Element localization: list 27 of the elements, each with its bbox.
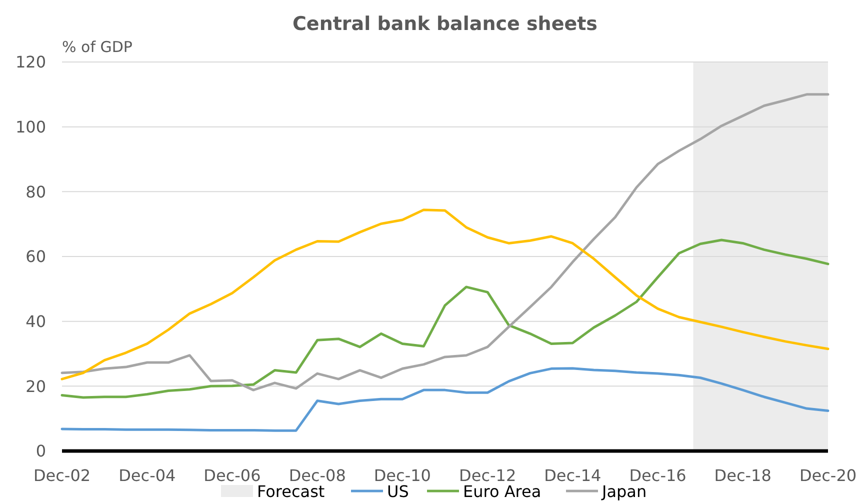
y-tick-label: 120 — [15, 52, 46, 72]
y-tick-label: 60 — [26, 247, 46, 266]
legend-label: Euro Area — [463, 482, 542, 501]
line-series — [60, 208, 830, 380]
y-tick-label: 20 — [26, 376, 46, 396]
legend-label: US — [387, 482, 409, 501]
x-tick-label: Dec-10 — [374, 466, 431, 485]
chart-title: Central bank balance sheets — [292, 13, 598, 35]
line-series — [60, 238, 830, 399]
x-tick-label: Dec-02 — [33, 466, 91, 485]
y-tick-label: 0 — [36, 442, 46, 461]
line-series — [60, 367, 830, 432]
line-series — [60, 93, 830, 392]
x-tick-label: Dec-16 — [629, 466, 686, 485]
x-tick-label: Dec-06 — [204, 466, 261, 485]
x-tick-label: Dec-20 — [799, 466, 856, 485]
legend-label: Forecast — [257, 482, 325, 501]
x-tick-label: Dec-04 — [118, 466, 176, 485]
y-tick-label: 80 — [26, 182, 46, 202]
x-tick-label: Dec-12 — [459, 466, 516, 485]
x-tick-label: Dec-08 — [288, 466, 346, 485]
x-tick-label: Dec-14 — [544, 466, 602, 485]
y-tick-label: 100 — [15, 117, 46, 136]
y-tick-label: 40 — [26, 312, 46, 331]
x-tick-label: Dec-18 — [714, 466, 772, 485]
y-axis-title: % of GDP — [62, 38, 132, 56]
legend-label: Japan — [601, 482, 647, 501]
